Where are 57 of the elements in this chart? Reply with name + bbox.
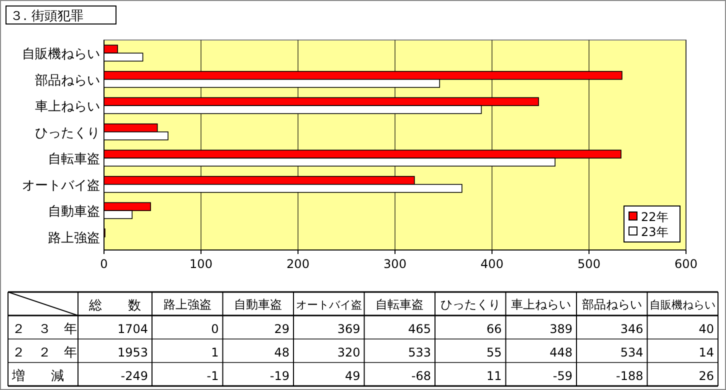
category-label: 路上強盗: [163, 298, 212, 312]
text: ２ ２ 年: [12, 346, 77, 360]
text: 533: [408, 346, 431, 360]
text: -19: [270, 369, 290, 383]
text: 増 減: [11, 368, 64, 384]
chart-title: ３. 街頭犯罪: [10, 9, 84, 24]
x-tick-label: 0: [100, 257, 108, 271]
y-tick-label: 路上強盗: [48, 230, 100, 246]
category-label: 自転車盗: [376, 298, 424, 312]
category-label: ひったくり: [440, 298, 500, 312]
text: 346: [620, 322, 644, 336]
y-tick-label: 自販機ねらい: [22, 47, 100, 62]
text: 320: [337, 346, 360, 360]
x-tick-label: 500: [578, 257, 600, 271]
text: 49: [344, 369, 360, 383]
y-tick-label: ひったくり: [35, 126, 100, 141]
x-tick-label: 600: [674, 257, 698, 271]
x-tick-label: 100: [190, 257, 212, 271]
text: 1: [211, 346, 219, 360]
text: 26: [698, 369, 714, 383]
text: 534: [620, 346, 644, 360]
text: 369: [337, 322, 360, 336]
text: 66: [486, 322, 502, 336]
text: 40: [698, 322, 714, 336]
y-tick-label: 自転車盗: [48, 152, 100, 168]
text: -68: [411, 369, 431, 383]
text: 448: [550, 346, 572, 360]
text: 0: [211, 322, 219, 336]
text: 総 数: [88, 298, 141, 314]
text: ２ ３ 年: [12, 322, 77, 337]
text: 1953: [117, 346, 148, 360]
text: 1704: [117, 322, 148, 336]
text: 465: [408, 322, 431, 336]
category-label: 部品ねらい: [582, 298, 642, 312]
text: 55: [486, 346, 502, 360]
category-label: 車上ねらい: [511, 298, 572, 312]
legend-label: 23年: [641, 225, 668, 239]
x-tick-label: 200: [286, 257, 310, 271]
legend-label: 22年: [641, 210, 668, 224]
category-label: 自動車盗: [234, 298, 282, 312]
y-tick-label: 自動車盗: [48, 204, 100, 220]
text: -59: [552, 369, 572, 383]
x-tick-label: 400: [480, 257, 504, 271]
y-tick-label: オートバイ盗: [22, 178, 100, 194]
category-label: 自販機ねらい: [650, 298, 716, 312]
text: -249: [120, 369, 148, 383]
y-tick-label: 部品ねらい: [35, 73, 100, 88]
category-label: オートバイ盗: [296, 298, 362, 312]
text: 11: [486, 369, 502, 383]
text: 29: [274, 322, 290, 336]
text: 389: [550, 322, 572, 336]
text: 14: [698, 346, 714, 360]
text: -188: [616, 369, 644, 383]
text: -1: [206, 369, 219, 383]
x-tick-label: 300: [384, 257, 406, 271]
y-tick-label: 車上ねらい: [35, 100, 100, 115]
text: 48: [274, 346, 290, 360]
